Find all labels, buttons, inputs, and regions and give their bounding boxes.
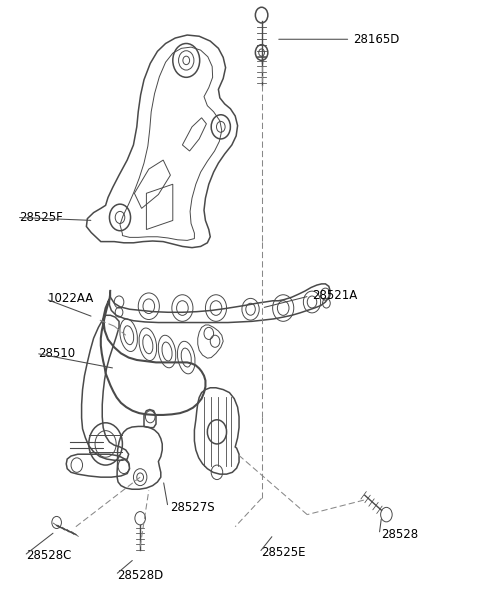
Text: 28525E: 28525E [262,546,306,559]
Text: 28528D: 28528D [118,568,164,582]
Text: 28528C: 28528C [26,549,72,562]
Text: 28527S: 28527S [170,501,215,514]
Text: 28165D: 28165D [353,33,399,46]
Text: 28521A: 28521A [312,289,357,303]
Text: 28510: 28510 [38,347,75,360]
Text: 28525F: 28525F [19,211,63,224]
Text: 1022AA: 1022AA [48,292,94,306]
Text: 28528: 28528 [382,528,419,541]
